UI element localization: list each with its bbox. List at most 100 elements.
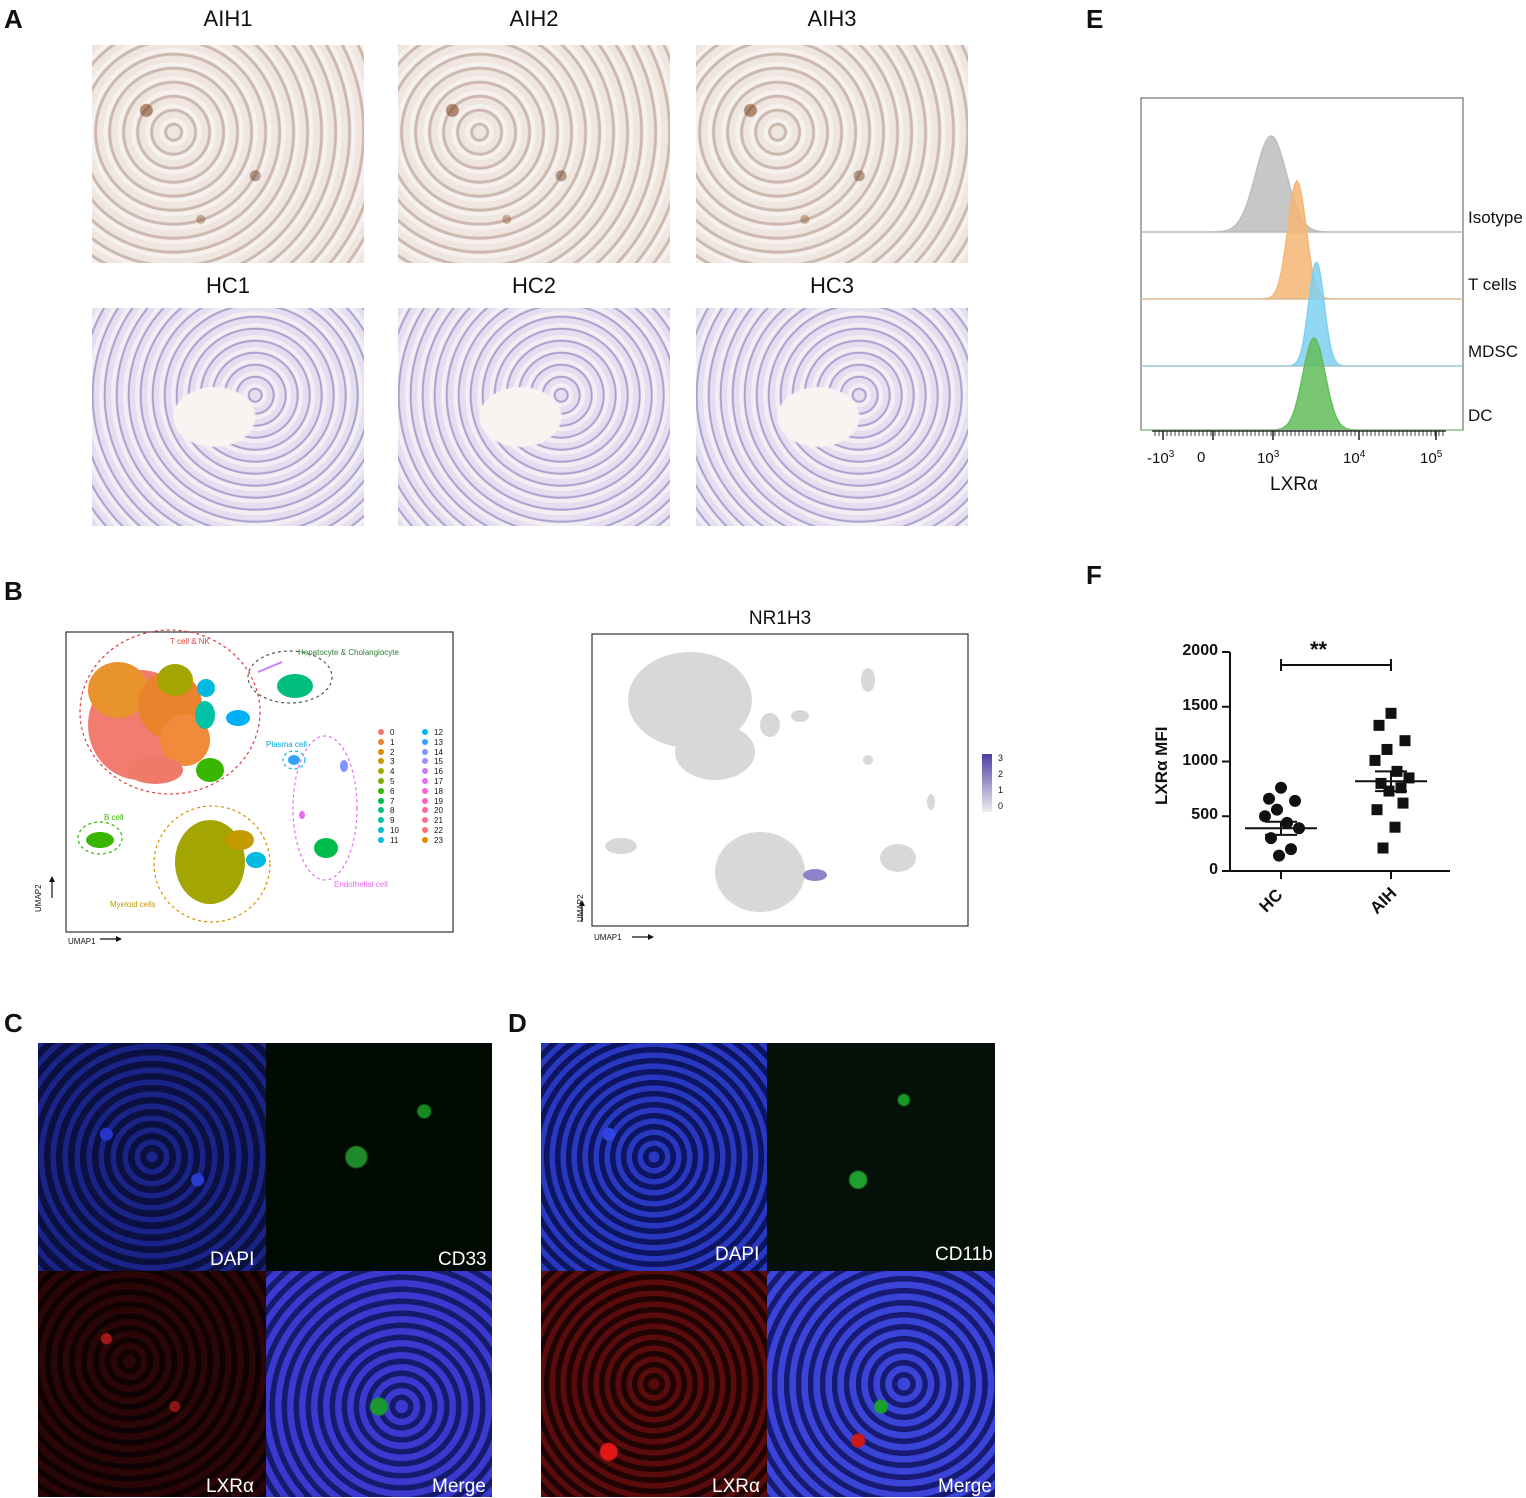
legend-dot: [378, 797, 384, 804]
nr1h3-title: NR1H3: [748, 608, 812, 629]
dotplot-point-aih: [1369, 754, 1381, 766]
umap-hepatocyte-circle: [247, 650, 333, 704]
legend-label: 7: [390, 796, 395, 806]
legend-dot: [378, 768, 384, 775]
umap-legend-item: 23: [422, 836, 443, 845]
umap-legend-item: 15: [422, 757, 443, 766]
umap-legend-item: 11: [378, 836, 398, 845]
umap-legend-item: 17: [422, 777, 443, 786]
legend-label: 16: [434, 767, 443, 777]
ihc-title-aih1: AIH1: [203, 6, 253, 31]
nr1h3-xlabel: UMAP1: [594, 933, 622, 942]
if-c-label-dapi: DAPI: [210, 1249, 255, 1270]
legend-dot: [378, 807, 384, 814]
dotplot-ytick-label: 500: [1191, 806, 1218, 824]
legend-label: 6: [390, 786, 395, 796]
flow-tick-label: 104: [1343, 449, 1365, 467]
umap-nr1h3-frame: [591, 633, 969, 927]
flow-tick-label: 103: [1257, 449, 1279, 467]
tick-base: -10: [1147, 450, 1169, 467]
if-c-merge: [266, 1271, 492, 1497]
dotplot-ylabel: LXRα MFI: [1152, 726, 1171, 805]
legend-dot: [422, 758, 428, 765]
legend-label: 12: [434, 728, 443, 737]
dotplot-point-aih: [1375, 777, 1387, 789]
dotplot-point-aih: [1395, 782, 1407, 794]
tick-exponent: 3: [1273, 449, 1280, 460]
dotplot-point-hc: [1263, 792, 1275, 805]
tick-exponent: 3: [1168, 449, 1175, 460]
umap-plasma-circle: [282, 750, 306, 770]
nr1h3-colorbar: [982, 754, 992, 812]
flow-curve-dc: [1141, 337, 1463, 431]
umap-legend-item: 22: [422, 826, 443, 835]
umap-label-plasma: Plasma cell: [266, 740, 307, 749]
dotplot-point-hc: [1271, 803, 1283, 816]
umap-legend-item: 8: [378, 806, 394, 815]
umap-bcell-circle: [77, 821, 123, 855]
umap-label-endothelial: Endothelial cell: [334, 880, 388, 889]
legend-dot: [378, 758, 384, 765]
umap-legend-item: 5: [378, 777, 394, 786]
colorbar-tick: 0: [998, 801, 1004, 811]
legend-dot: [422, 827, 428, 833]
umap-endothelial-blob: [314, 838, 338, 858]
umap-legend-item: 7: [378, 797, 394, 806]
umap-tcell-blob: [88, 662, 250, 784]
if-d-cd11b: [767, 1043, 995, 1271]
legend-dot: [422, 807, 428, 814]
flow-curve-isotype: [1141, 135, 1463, 233]
ihc-image-hc1: [92, 308, 364, 526]
umap-myeloid-blob: [175, 820, 245, 904]
panel-label-f: F: [1086, 560, 1102, 590]
umap-legend-item: 13: [422, 738, 443, 747]
legend-dot: [378, 778, 384, 784]
legend-dot: [378, 817, 384, 824]
tick-base: 10: [1257, 450, 1274, 467]
umap-plasma-blob: [288, 755, 300, 765]
dotplot-point-aih: [1381, 743, 1393, 755]
ihc-image-aih1: [92, 45, 364, 263]
legend-dot: [422, 836, 428, 843]
dotplot-ytick-label: 0: [1209, 861, 1218, 878]
legend-label: 22: [434, 826, 443, 835]
dotplot-category-label: HC: [1255, 885, 1287, 917]
panel-label-a: A: [4, 4, 23, 34]
legend-dot: [378, 748, 384, 755]
legend-dot: [378, 827, 384, 833]
flow-tick-label: 105: [1420, 449, 1442, 467]
dotplot-category-label: AIH: [1366, 883, 1401, 918]
umap-legend-item: 12: [422, 728, 443, 737]
umap-ylabel: UMAP2: [34, 884, 43, 912]
dotplot-ytick-label: 2000: [1182, 642, 1218, 659]
colorbar-tick: 1: [998, 785, 1004, 795]
tick-base: 0: [1197, 449, 1206, 466]
legend-label: 15: [434, 757, 443, 767]
if-d-label-lxra: LXRα: [712, 1476, 760, 1497]
legend-label: 8: [390, 806, 395, 816]
flow-tick-label: 0: [1197, 449, 1205, 466]
dotplot-point-aih: [1403, 772, 1415, 784]
legend-dot: [422, 738, 428, 745]
legend-dot: [422, 778, 428, 784]
flow-series-label: Isotype: [1468, 208, 1523, 227]
umap-legend-item: 6: [378, 787, 394, 796]
umap-legend-item: 18: [422, 787, 443, 796]
if-c-label-merge: Merge: [432, 1476, 486, 1497]
dotplot-point-aih: [1389, 821, 1401, 833]
legend-dot: [422, 797, 428, 804]
ihc-title-hc2: HC2: [511, 273, 556, 298]
flow-series-label: T cells: [1468, 275, 1517, 294]
umap-legend-item: 1: [378, 738, 394, 747]
umap-label-bcell: B cell: [104, 813, 124, 822]
legend-label: 19: [434, 796, 443, 806]
legend-dot: [378, 836, 384, 843]
tick-exponent: 4: [1359, 449, 1366, 460]
if-d-label-dapi: DAPI: [715, 1244, 760, 1265]
ihc-image-aih2: [398, 45, 670, 263]
umap-endothelial-circle: [292, 735, 358, 881]
dotplot-ytick-label: 1000: [1182, 751, 1218, 769]
colorbar-tick: 2: [998, 769, 1004, 779]
panel-label-e: E: [1086, 4, 1104, 34]
dotplot-point-hc: [1289, 794, 1301, 807]
